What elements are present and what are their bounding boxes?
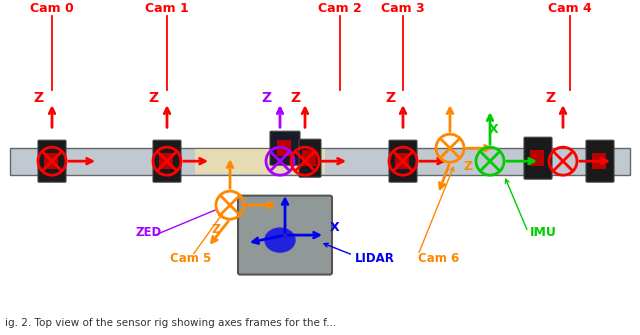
Text: LIDAR: LIDAR bbox=[355, 252, 395, 265]
Text: Z: Z bbox=[211, 223, 221, 236]
Text: Cam 5: Cam 5 bbox=[170, 252, 211, 265]
Ellipse shape bbox=[265, 228, 295, 252]
Text: X: X bbox=[489, 123, 499, 136]
FancyBboxPatch shape bbox=[270, 131, 300, 165]
Bar bbox=[195, 149, 325, 174]
Text: Z: Z bbox=[290, 91, 300, 105]
Bar bbox=[159, 153, 173, 169]
Text: Cam 1: Cam 1 bbox=[145, 2, 189, 15]
FancyBboxPatch shape bbox=[389, 140, 417, 182]
FancyBboxPatch shape bbox=[38, 140, 66, 182]
Bar bbox=[44, 153, 58, 169]
Text: Cam 3: Cam 3 bbox=[381, 2, 425, 15]
Text: ig. 2. Top view of the sensor rig showing axes frames for the f...: ig. 2. Top view of the sensor rig showin… bbox=[5, 318, 336, 328]
Text: Z: Z bbox=[148, 91, 158, 105]
FancyBboxPatch shape bbox=[524, 137, 552, 179]
Text: Cam 2: Cam 2 bbox=[318, 2, 362, 15]
FancyBboxPatch shape bbox=[586, 140, 614, 182]
Text: Cam 4: Cam 4 bbox=[548, 2, 592, 15]
FancyBboxPatch shape bbox=[299, 139, 321, 177]
Text: IMU: IMU bbox=[530, 225, 557, 239]
Bar bbox=[302, 150, 316, 166]
Bar bbox=[530, 150, 544, 166]
FancyBboxPatch shape bbox=[238, 196, 332, 275]
Bar bbox=[10, 148, 630, 175]
Bar bbox=[277, 140, 291, 156]
Text: Z: Z bbox=[545, 91, 555, 105]
Text: Z: Z bbox=[33, 91, 43, 105]
Text: Z: Z bbox=[261, 91, 271, 105]
Text: X: X bbox=[330, 221, 340, 233]
Text: Cam 6: Cam 6 bbox=[418, 252, 460, 265]
Bar bbox=[395, 153, 409, 169]
Text: Cam 0: Cam 0 bbox=[30, 2, 74, 15]
Text: Z: Z bbox=[385, 91, 395, 105]
Text: ZED: ZED bbox=[135, 225, 161, 239]
Text: Z: Z bbox=[463, 160, 472, 173]
FancyBboxPatch shape bbox=[153, 140, 181, 182]
Bar bbox=[592, 153, 606, 169]
